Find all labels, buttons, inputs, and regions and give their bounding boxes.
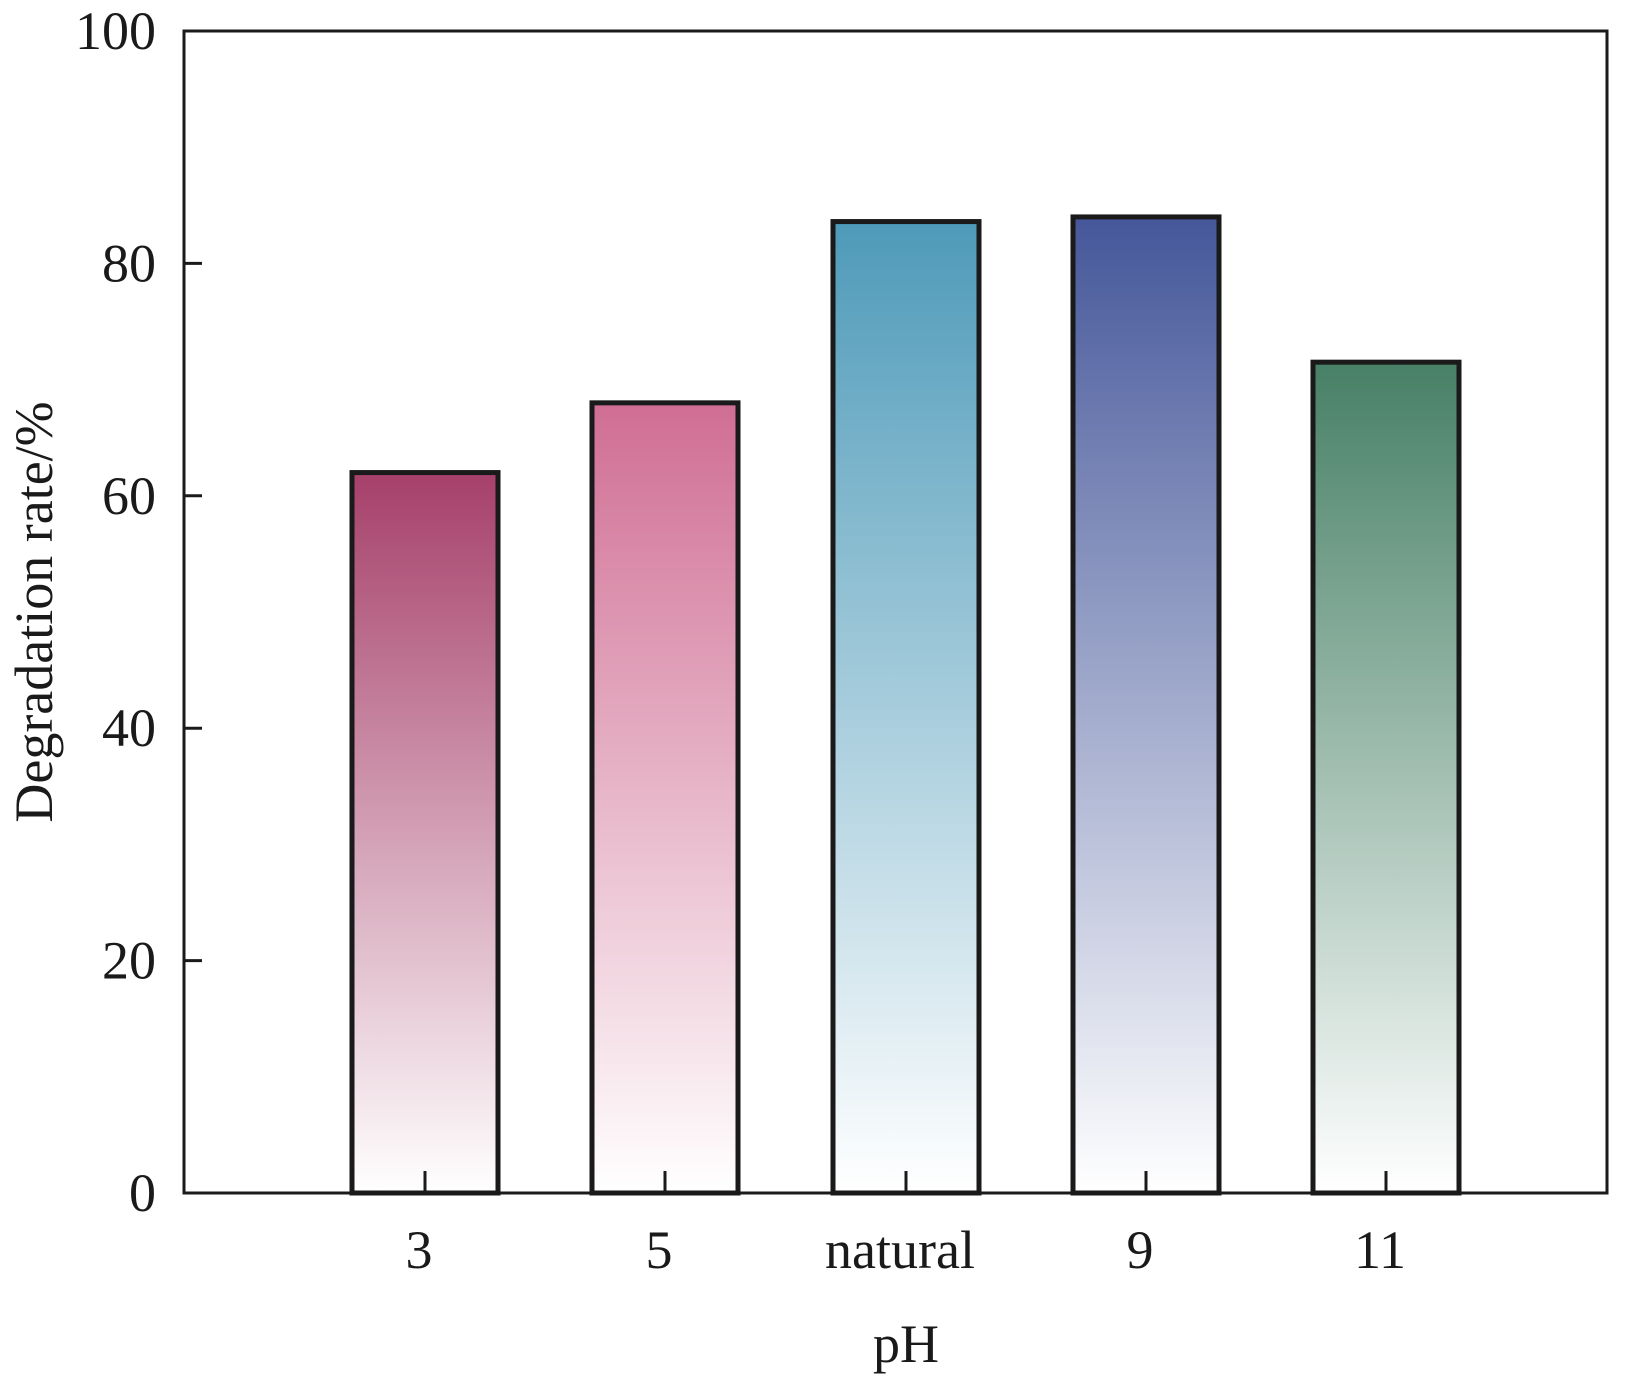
y-axis-title: Degradation rate/% bbox=[4, 401, 64, 822]
x-tick-label: 3 bbox=[406, 1220, 433, 1280]
bars-layer bbox=[349, 214, 1462, 1196]
y-tick-label: 80 bbox=[102, 233, 156, 293]
bar-11 bbox=[1310, 359, 1462, 1196]
x-tick-label: 9 bbox=[1127, 1220, 1154, 1280]
x-axis: 3 5 natural 9 11 bbox=[406, 1171, 1406, 1280]
y-tick-label: 100 bbox=[75, 1, 156, 61]
y-axis: 0 20 40 60 80 100 bbox=[75, 1, 202, 1223]
x-tick-label: 5 bbox=[646, 1220, 673, 1280]
x-axis-title: pH bbox=[873, 1314, 939, 1374]
bar-5 bbox=[589, 400, 741, 1196]
y-tick-label: 40 bbox=[102, 698, 156, 758]
x-tick-label: 11 bbox=[1354, 1220, 1406, 1280]
x-tick-label: natural bbox=[825, 1220, 975, 1280]
bar-natural bbox=[830, 219, 982, 1196]
plot-area-frame bbox=[182, 29, 1609, 1195]
y-tick-label: 60 bbox=[102, 466, 156, 526]
y-tick-label: 0 bbox=[129, 1163, 156, 1223]
bar-9 bbox=[1070, 214, 1222, 1196]
bar-3 bbox=[349, 470, 501, 1196]
y-tick-label: 20 bbox=[102, 931, 156, 991]
